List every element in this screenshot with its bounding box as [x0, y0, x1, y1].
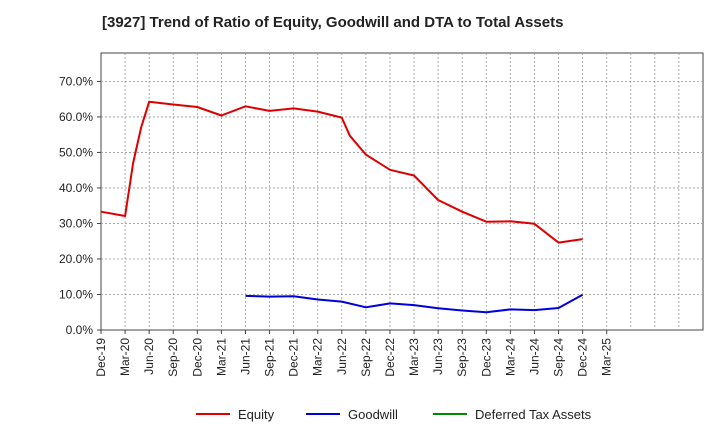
y-tick-label: 20.0% [59, 252, 93, 266]
x-tick-label: Sep-21 [263, 338, 277, 377]
y-tick-label: 70.0% [59, 74, 93, 88]
x-tick-label: Jun-20 [142, 338, 156, 375]
x-tick-label: Mar-23 [407, 338, 421, 376]
x-tick-label: Dec-23 [479, 338, 493, 377]
x-tick-label: Mar-20 [118, 338, 132, 376]
x-tick-label: Sep-22 [359, 338, 373, 377]
y-tick-label: 10.0% [59, 287, 93, 301]
x-tick-label: Jun-24 [527, 338, 541, 375]
x-tick-label: Jun-23 [431, 338, 445, 375]
x-tick-label: Jun-21 [238, 338, 252, 375]
x-tick-label: Sep-23 [455, 338, 469, 377]
x-tick-label: Mar-25 [600, 338, 614, 376]
series-line-equity [100, 100, 583, 244]
x-tick-label: Dec-19 [94, 338, 108, 377]
x-tick-label: Dec-22 [383, 338, 397, 377]
legend-label-deferred-tax-assets: Deferred Tax Assets [475, 407, 592, 422]
x-tick-label: Sep-20 [166, 338, 180, 377]
legend-label-goodwill: Goodwill [348, 407, 398, 422]
x-tick-label: Sep-24 [552, 338, 566, 377]
x-tick-label: Mar-24 [503, 338, 517, 376]
x-tick-label: Dec-24 [576, 338, 590, 377]
x-tick-label: Mar-21 [214, 338, 228, 376]
chart-title: [3927] Trend of Ratio of Equity, Goodwil… [102, 14, 564, 31]
x-tick-label: Dec-21 [287, 338, 301, 377]
y-tick-label: 0.0% [66, 323, 94, 337]
legend-label-equity: Equity [238, 407, 275, 422]
y-tick-label: 30.0% [59, 216, 93, 230]
y-tick-label: 60.0% [59, 110, 93, 124]
y-tick-label: 40.0% [59, 181, 93, 195]
y-tick-label: 50.0% [59, 145, 93, 159]
x-tick-label: Dec-20 [190, 338, 204, 377]
plot-frame [100, 52, 704, 331]
x-tick-label: Jun-22 [335, 338, 349, 375]
series-line-goodwill [245, 293, 584, 314]
x-tick-label: Mar-22 [311, 338, 325, 376]
